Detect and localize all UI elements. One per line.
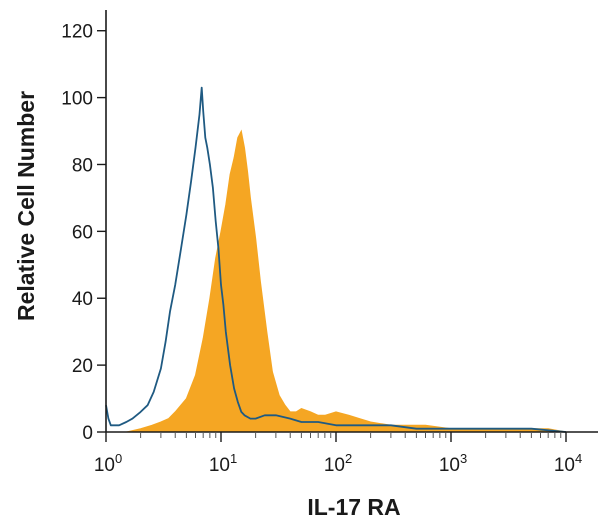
y-ticks: 0 20 40 60 80 100 120 — [61, 22, 106, 444]
y-tick-label: 40 — [72, 289, 93, 310]
y-tick-label: 0 — [82, 423, 93, 444]
x-tick-label: 104 — [554, 451, 582, 476]
y-tick-label: 60 — [72, 222, 93, 243]
x-tick-label: 102 — [324, 451, 352, 476]
axes-layer — [105, 10, 598, 433]
series-1-outline-histogram — [105, 86, 567, 433]
x-tick-label: 100 — [94, 451, 122, 476]
y-tick-label: 120 — [61, 22, 93, 43]
y-tick-label: 100 — [61, 89, 93, 110]
y-tick-label: 80 — [72, 155, 93, 176]
x-axis-title: IL-17 RA — [307, 494, 400, 520]
y-axis-title: Relative Cell Number — [13, 91, 39, 321]
y-tick-label: 20 — [72, 356, 93, 377]
x-tick-label: 103 — [439, 451, 467, 476]
x-ticks: 100 101 102 103 104 — [94, 432, 582, 476]
x-tick-label: 101 — [209, 451, 237, 476]
series-layer — [105, 86, 567, 433]
